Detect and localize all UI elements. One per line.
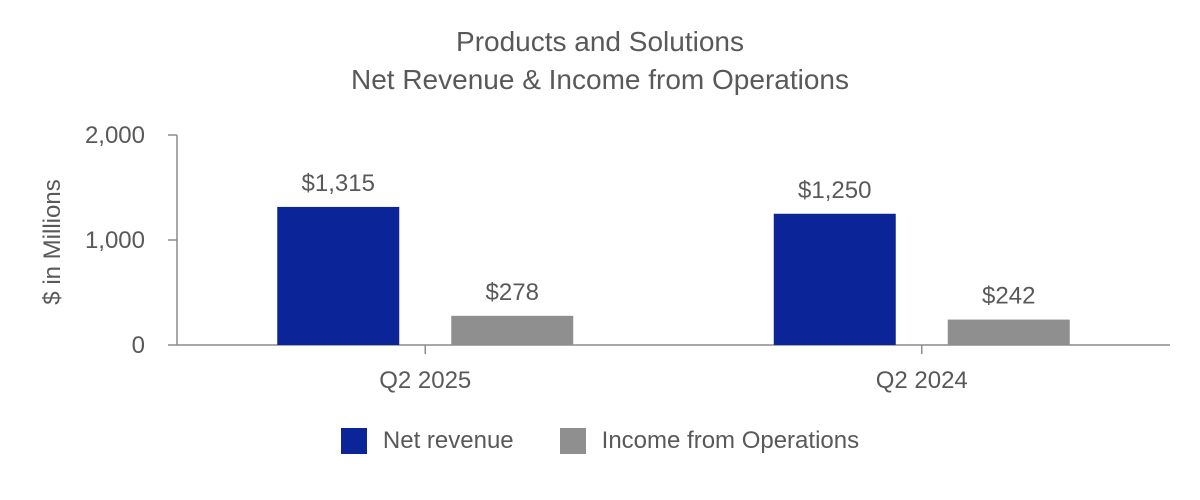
legend: Net revenue Income from Operations xyxy=(0,427,1200,455)
bar-net-revenue xyxy=(277,206,400,345)
y-tick-label: 1,000 xyxy=(85,227,145,254)
data-label: $1,315 xyxy=(302,170,375,197)
chart-title: Products and Solutions xyxy=(456,26,744,57)
legend-label-net-revenue: Net revenue xyxy=(382,427,514,454)
bar-income-from-operations xyxy=(947,319,1070,345)
y-tick-label: 0 xyxy=(132,332,145,359)
bar-net-revenue xyxy=(773,213,896,345)
bar-income-from-operations xyxy=(451,315,574,345)
data-label: $242 xyxy=(982,283,1035,310)
legend-swatch-net-revenue xyxy=(340,428,367,454)
legend-item-net-revenue: Net revenue xyxy=(340,427,514,455)
data-label: $1,250 xyxy=(798,177,871,204)
y-axis-label: $ in Millions xyxy=(39,179,66,304)
legend-item-income-from-operations: Income from Operations xyxy=(559,427,860,455)
chart-subtitle: Net Revenue & Income from Operations xyxy=(350,64,849,95)
legend-swatch-income-from-operations xyxy=(559,428,586,454)
data-label: $278 xyxy=(486,279,539,306)
legend-label-income-from-operations: Income from Operations xyxy=(601,427,860,454)
y-tick-label: 2,000 xyxy=(85,122,145,149)
plot-area: $ in Millions 0 1,000 2,000 Q2 2025 $1,315 $2… xyxy=(39,122,1170,394)
x-tick-label: Q2 2024 xyxy=(876,367,968,394)
x-tick-label: Q2 2025 xyxy=(379,367,471,394)
